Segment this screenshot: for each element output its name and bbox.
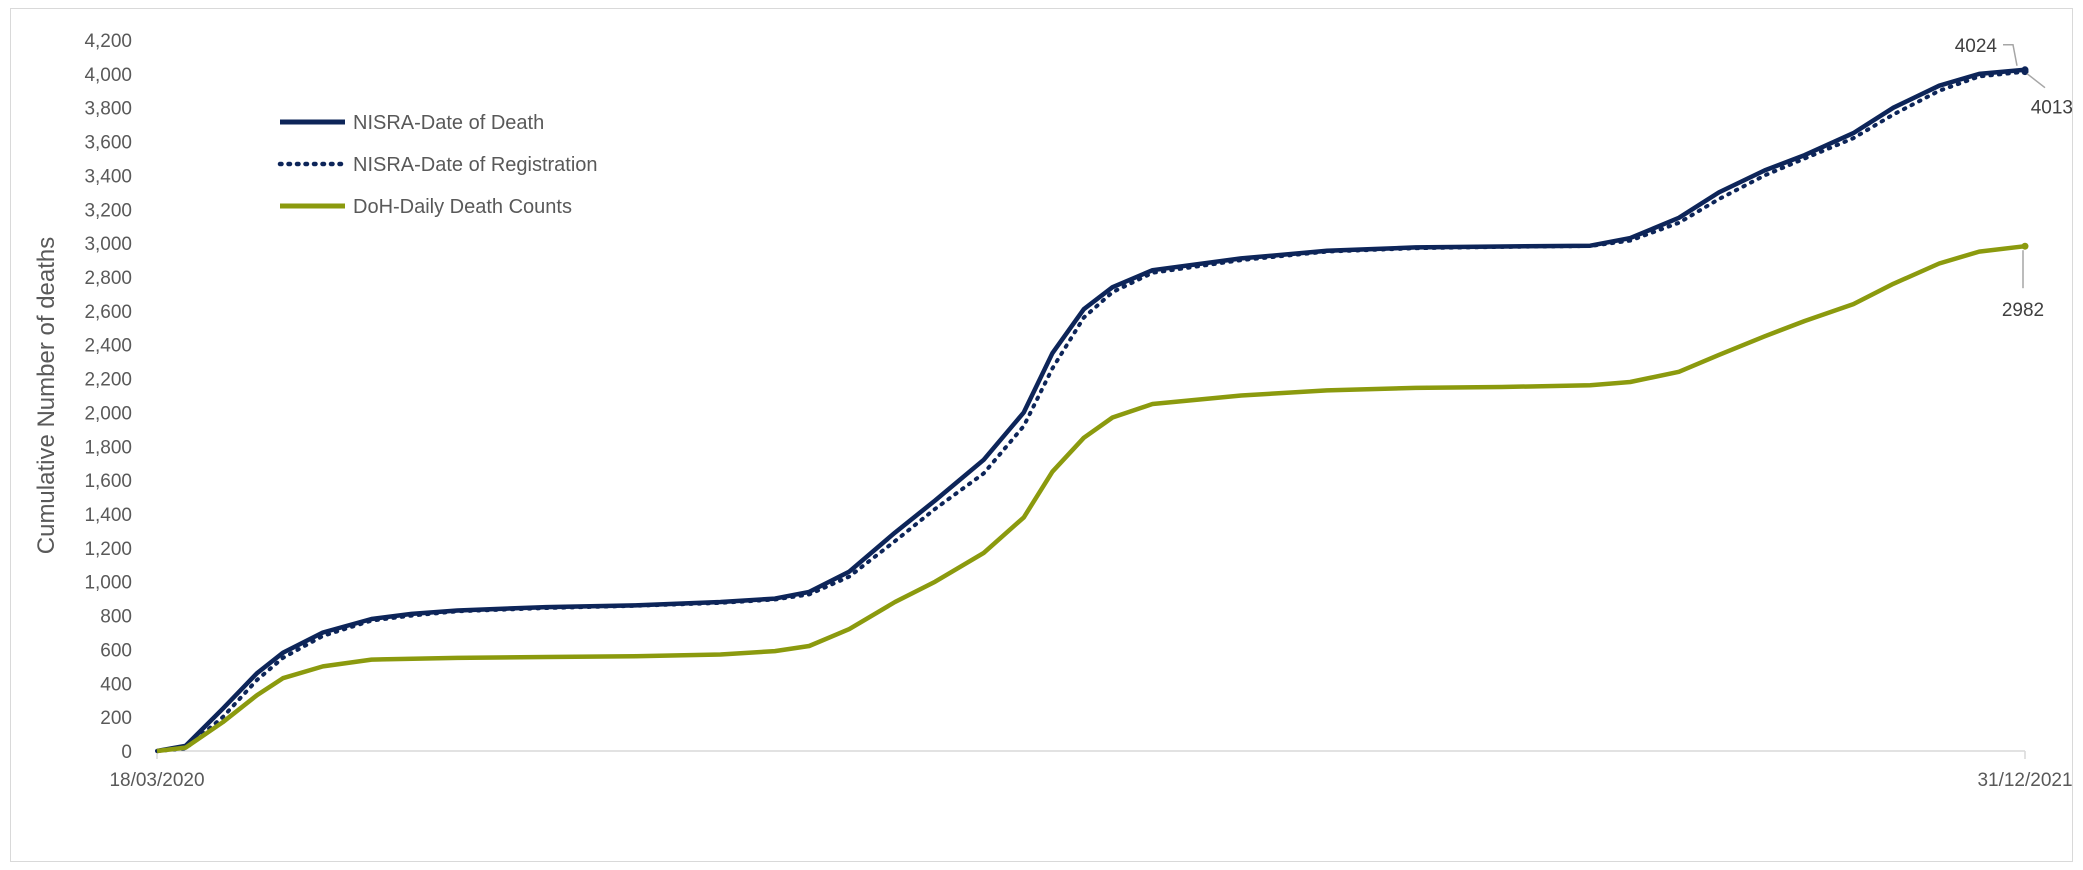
y-tick-label: 2,000 [84,403,132,424]
leader-line [2026,73,2046,89]
end-label: 4024 [1955,36,1998,57]
y-tick-label: 1,800 [84,437,132,458]
y-tick-label: 3,400 [84,166,132,187]
y-axis: 0 200 400 600 800 1,000 1,200 1,400 1,600 1,800 2,… [84,31,132,763]
y-tick-label: 4,200 [84,31,132,52]
chart-frame [10,8,2073,862]
y-tick-label: 3,800 [84,99,132,120]
y-tick-label: 1,200 [84,539,132,560]
y-tick-label: 2,800 [84,268,132,289]
legend-label: NISRA-Date of Death [353,112,544,134]
series-line-nisra-date-of-registration [155,69,2027,753]
legend-label: NISRA-Date of Registration [353,154,598,176]
y-tick-label: 3,600 [84,133,132,154]
x-tick-label-start: 18/03/2020 [109,770,204,791]
legend: NISRA-Date of Death NISRA-Date of Registr… [277,112,598,218]
series-end-point [2021,242,2029,250]
y-tick-label: 3,000 [84,234,132,255]
y-tick-label: 1,000 [84,573,132,594]
y-tick-label: 2,400 [84,336,132,357]
series-line-doh-daily-death-counts [156,243,2026,754]
y-tick-label: 200 [100,708,132,729]
end-labels: 4024 4013 2982 [1955,36,2073,321]
end-label: 2982 [2002,300,2044,321]
y-tick-label: 0 [121,742,132,763]
y-tick-label: 400 [100,674,132,695]
series-end-point [2021,68,2029,76]
legend-label: DoH-Daily Death Counts [353,196,572,218]
y-tick-label: 4,000 [84,65,132,86]
y-tick-label: 800 [100,607,132,628]
x-axis: 18/03/2020 31/12/2021 [109,750,2073,791]
leader-line [2003,44,2018,66]
y-tick-label: 2,200 [84,370,132,391]
x-tick-label-end: 31/12/2021 [1977,770,2072,791]
series-layer [155,66,2029,754]
y-tick-label: 2,600 [84,302,132,323]
y-tick-label: 1,400 [84,505,132,526]
y-tick-label: 1,600 [84,471,132,492]
y-tick-label: 3,200 [84,200,132,221]
y-axis-title: Cumulative Number of deaths [33,237,60,554]
y-tick-label: 600 [100,640,132,661]
end-label: 4013 [2031,98,2073,119]
